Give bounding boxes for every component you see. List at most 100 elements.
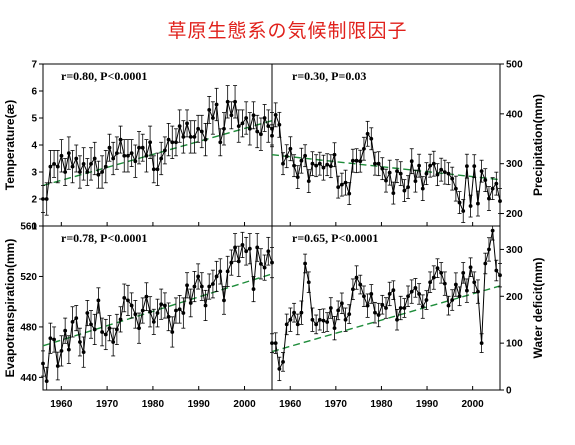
data-point-evapotranspiration bbox=[103, 332, 108, 337]
data-point-precipitation bbox=[490, 186, 495, 191]
data-point-evapotranspiration bbox=[74, 316, 79, 320]
data-point-precipitation bbox=[446, 171, 451, 176]
data-point-temperature bbox=[251, 113, 256, 118]
data-point-water_deficit bbox=[384, 306, 388, 310]
y-tick-label-temperature: 7 bbox=[31, 60, 37, 71]
data-point-temperature bbox=[70, 164, 75, 169]
data-point-evapotranspiration bbox=[251, 287, 256, 291]
data-point-evapotranspiration bbox=[66, 347, 71, 352]
data-point-temperature bbox=[211, 116, 215, 120]
data-point-evapotranspiration bbox=[52, 337, 56, 342]
data-point-evapotranspiration bbox=[151, 319, 156, 324]
data-point-temperature bbox=[218, 140, 223, 145]
data-point-evapotranspiration bbox=[203, 303, 208, 308]
data-point-water_deficit bbox=[428, 280, 433, 285]
data-point-precipitation bbox=[391, 191, 396, 196]
y-axis-label-precipitation: Precipitation(mm) bbox=[531, 94, 545, 196]
data-point-precipitation bbox=[479, 169, 484, 174]
data-point-water_deficit bbox=[398, 306, 403, 310]
data-point-water_deficit bbox=[446, 303, 451, 308]
data-point-precipitation bbox=[358, 159, 363, 164]
data-point-temperature bbox=[151, 167, 156, 172]
data-point-water_deficit bbox=[288, 317, 293, 322]
data-point-temperature bbox=[85, 170, 90, 174]
data-point-evapotranspiration bbox=[255, 245, 260, 250]
data-point-temperature bbox=[126, 153, 130, 158]
data-point-water_deficit bbox=[431, 275, 436, 280]
x-tick-label-water_deficit: 1960 bbox=[279, 399, 302, 410]
data-point-water_deficit bbox=[465, 288, 469, 293]
data-point-water_deficit bbox=[317, 317, 322, 322]
data-point-water_deficit bbox=[336, 308, 341, 313]
data-point-water_deficit bbox=[358, 282, 363, 287]
data-point-evapotranspiration bbox=[166, 314, 171, 319]
data-point-temperature bbox=[188, 135, 193, 139]
data-point-precipitation bbox=[270, 133, 274, 138]
data-point-precipitation bbox=[453, 186, 458, 191]
data-point-temperature bbox=[207, 108, 212, 112]
y-tick-label-temperature: 6 bbox=[31, 87, 37, 98]
data-point-water_deficit bbox=[391, 288, 396, 293]
data-point-water_deficit bbox=[325, 320, 330, 324]
data-point-precipitation bbox=[476, 201, 480, 206]
data-point-temperature bbox=[181, 135, 186, 139]
data-point-temperature bbox=[203, 137, 208, 142]
data-point-precipitation bbox=[398, 171, 403, 176]
data-point-water_deficit bbox=[332, 326, 337, 331]
data-point-precipitation bbox=[450, 176, 455, 181]
y-tick-label-water_deficit: 300 bbox=[506, 245, 523, 256]
data-point-precipitation bbox=[402, 188, 407, 193]
data-point-temperature bbox=[148, 140, 153, 145]
data-point-evapotranspiration bbox=[259, 261, 263, 266]
x-tick-label-evapotranspiration: 1980 bbox=[142, 399, 165, 410]
data-point-temperature bbox=[118, 137, 123, 142]
y-tick-label-evapotranspiration: 440 bbox=[20, 373, 37, 384]
data-point-evapotranspiration bbox=[126, 298, 130, 303]
y-tick-label-temperature: 2 bbox=[31, 195, 37, 206]
y-tick-label-evapotranspiration: 560 bbox=[20, 222, 37, 233]
data-point-water_deficit bbox=[420, 304, 425, 309]
data-point-water_deficit bbox=[395, 317, 399, 322]
data-point-water_deficit bbox=[479, 341, 484, 346]
data-point-evapotranspiration bbox=[59, 348, 64, 353]
data-point-temperature bbox=[236, 124, 241, 128]
data-point-water_deficit bbox=[409, 289, 414, 294]
data-point-water_deficit bbox=[450, 298, 455, 302]
data-point-evapotranspiration bbox=[122, 296, 127, 300]
data-point-precipitation bbox=[292, 163, 296, 168]
data-point-precipitation bbox=[494, 181, 499, 186]
data-point-evapotranspiration bbox=[207, 284, 212, 289]
data-point-temperature bbox=[89, 162, 93, 166]
data-point-temperature bbox=[233, 99, 237, 104]
data-point-temperature bbox=[166, 137, 171, 142]
data-point-precipitation bbox=[369, 136, 374, 141]
data-point-evapotranspiration bbox=[44, 379, 49, 384]
data-point-water_deficit bbox=[494, 268, 499, 273]
data-point-evapotranspiration bbox=[262, 265, 267, 270]
data-point-precipitation bbox=[310, 161, 315, 166]
x-tick-label-water_deficit: 2000 bbox=[462, 399, 485, 410]
series-line-precipitation bbox=[271, 112, 501, 212]
data-point-water_deficit bbox=[328, 306, 333, 310]
data-point-evapotranspiration bbox=[78, 340, 82, 344]
data-point-precipitation bbox=[303, 153, 307, 158]
data-point-temperature bbox=[48, 164, 53, 169]
data-point-precipitation bbox=[468, 204, 473, 208]
data-point-water_deficit bbox=[487, 247, 491, 252]
data-point-temperature bbox=[111, 156, 116, 161]
data-point-precipitation bbox=[343, 180, 348, 185]
data-point-temperature bbox=[100, 170, 104, 174]
stat-annotation-evapotranspiration: r=0.78, P<0.0001 bbox=[61, 231, 147, 245]
data-point-water_deficit bbox=[310, 317, 315, 322]
data-point-water_deficit bbox=[321, 318, 326, 323]
data-point-precipitation bbox=[365, 131, 370, 136]
data-point-evapotranspiration bbox=[177, 307, 182, 312]
data-point-evapotranspiration bbox=[188, 301, 193, 305]
data-point-water_deficit bbox=[468, 265, 473, 270]
data-point-precipitation bbox=[465, 164, 469, 169]
data-point-temperature bbox=[140, 145, 145, 150]
data-point-temperature bbox=[214, 102, 219, 107]
data-point-precipitation bbox=[332, 152, 337, 157]
data-point-precipitation bbox=[351, 158, 355, 163]
